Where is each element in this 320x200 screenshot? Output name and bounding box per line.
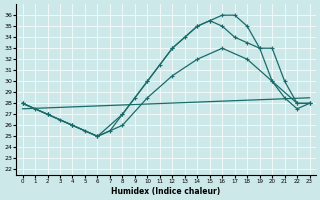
X-axis label: Humidex (Indice chaleur): Humidex (Indice chaleur) (111, 187, 221, 196)
